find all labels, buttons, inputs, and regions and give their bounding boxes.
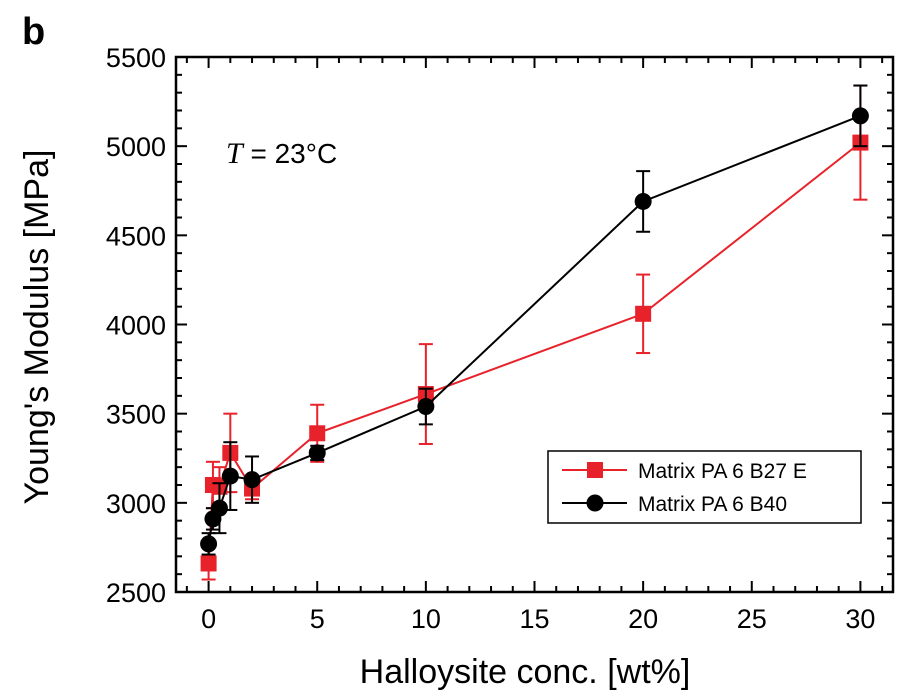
- y-tick-label: 2500: [106, 578, 166, 608]
- data-point: [221, 467, 239, 485]
- data-point: [309, 425, 326, 442]
- x-tick-label: 10: [411, 604, 441, 634]
- y-tick-label: 5000: [106, 132, 166, 162]
- temperature-value: = 23°C: [243, 138, 337, 169]
- panel-letter: b: [22, 11, 45, 53]
- data-point: [308, 444, 326, 462]
- legend-label: Matrix PA 6 B40: [638, 493, 787, 516]
- plot-area: 0 5 10 15 20 25 30 2500 3000 3500 4000 4500 5000 5500…: [106, 43, 895, 634]
- legend-marker: [587, 462, 603, 478]
- data-point: [851, 107, 869, 125]
- y-tick-label: 4500: [106, 221, 166, 251]
- y-tick-label: 3500: [106, 400, 166, 430]
- data-point: [417, 398, 435, 416]
- legend-label: Matrix PA 6 B27 E: [638, 460, 807, 483]
- x-tick-label: 5: [310, 604, 325, 634]
- data-point: [210, 499, 228, 517]
- x-tick-label: 25: [737, 604, 767, 634]
- y-tick-label: 3000: [106, 489, 166, 519]
- data-point: [635, 305, 652, 322]
- data-point: [634, 192, 652, 210]
- data-point: [200, 555, 217, 572]
- x-tick-label: 0: [201, 604, 216, 634]
- legend: Matrix PA 6 B27 E Matrix PA 6 B40: [547, 450, 862, 524]
- legend-marker: [586, 494, 604, 512]
- x-tick-label: 20: [628, 604, 658, 634]
- series-2: [200, 84, 869, 556]
- y-tick-label: 5500: [106, 43, 166, 73]
- temperature-symbol: T: [226, 137, 245, 170]
- y-tick-label: 4000: [106, 311, 166, 341]
- data-point: [243, 471, 261, 489]
- x-axis-title: Halloysite conc. [wt%]: [360, 653, 691, 691]
- temperature-annotation: T = 23°C: [226, 137, 337, 170]
- x-tick-label: 30: [845, 604, 875, 634]
- data-point: [200, 535, 218, 553]
- x-tick-label: 15: [519, 604, 549, 634]
- y-axis-title: Young's Modulus [MPa]: [18, 150, 56, 505]
